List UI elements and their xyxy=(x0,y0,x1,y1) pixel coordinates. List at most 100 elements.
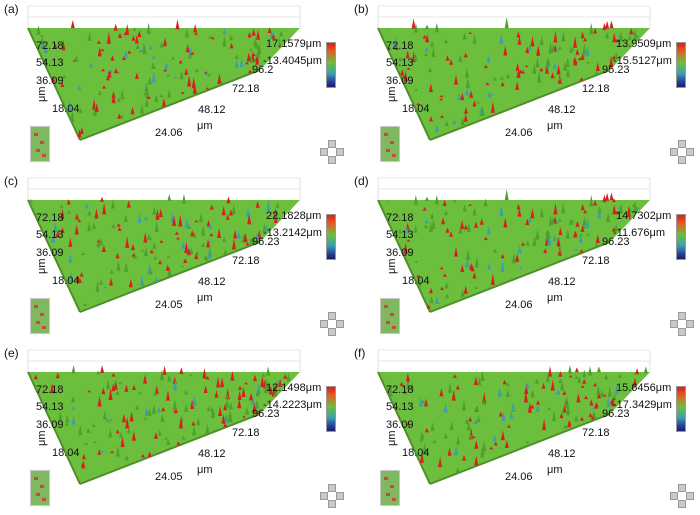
surface-texture xyxy=(157,407,162,413)
view-navigation-control[interactable] xyxy=(670,484,694,508)
peak-spike xyxy=(76,275,81,281)
surface-texture xyxy=(166,73,171,77)
surface-texture xyxy=(548,213,553,226)
surface-texture xyxy=(166,255,171,258)
surface-texture xyxy=(91,222,96,229)
surface-texture xyxy=(552,62,557,70)
view-navigation-control[interactable] xyxy=(320,140,344,164)
peak-spike xyxy=(190,51,195,55)
peak-spike xyxy=(575,48,580,55)
peak-spike xyxy=(130,243,135,251)
surface-texture xyxy=(405,378,410,390)
surface-texture xyxy=(593,415,598,419)
peak-spike xyxy=(206,220,211,227)
peak-spike xyxy=(463,106,468,114)
surface-texture xyxy=(274,208,279,220)
peak-spike xyxy=(580,31,585,39)
surface-texture xyxy=(614,383,619,395)
surface-texture xyxy=(135,44,140,50)
surface-texture xyxy=(109,419,114,422)
x-tick-label: 24.06 xyxy=(505,471,533,483)
peak-spike xyxy=(115,252,120,259)
surface-texture xyxy=(555,221,560,224)
peak-spike xyxy=(55,372,60,379)
surface-texture xyxy=(62,74,67,79)
surface-texture xyxy=(64,422,69,426)
view-navigation-control[interactable] xyxy=(320,312,344,336)
x-tick-label: 72.18 xyxy=(582,255,610,267)
peak-spike xyxy=(403,70,408,82)
surface-texture xyxy=(70,110,75,123)
peak-spike xyxy=(400,69,405,76)
panel-label: (f) xyxy=(354,346,366,360)
grid-lines xyxy=(377,5,651,28)
surface-texture xyxy=(266,366,271,376)
surface-texture xyxy=(493,248,498,253)
peak-spike xyxy=(490,273,495,285)
peak-spike xyxy=(117,113,122,119)
peak-spike xyxy=(483,236,488,241)
peak-spike xyxy=(451,389,456,401)
surface-texture xyxy=(231,203,236,215)
surface-texture xyxy=(444,292,449,299)
surface-texture xyxy=(499,75,504,80)
panel-a: (a) 72.18 54.13 36.09 18.04 μm 24.06 48.12 72.18… xyxy=(0,0,350,171)
peak-spike xyxy=(203,71,208,74)
surface-texture xyxy=(171,56,176,60)
peak-spike xyxy=(137,30,142,38)
surface-texture xyxy=(254,398,259,409)
peak-spike xyxy=(241,415,246,418)
surface-texture xyxy=(148,267,153,275)
surface-texture xyxy=(457,92,462,101)
surface-texture xyxy=(53,222,58,232)
peak-spike xyxy=(473,376,478,386)
peak-spike xyxy=(547,366,552,377)
surface-texture xyxy=(424,196,429,201)
panel-label: (d) xyxy=(354,174,369,188)
surface-texture xyxy=(120,88,125,100)
view-navigation-control[interactable] xyxy=(320,484,344,508)
surface-texture xyxy=(452,199,457,203)
peak-spike xyxy=(614,210,619,215)
surface-texture xyxy=(206,406,211,411)
surface-texture xyxy=(228,411,233,423)
surface-texture xyxy=(552,409,557,422)
view-navigation-control[interactable] xyxy=(670,312,694,336)
peak-spike xyxy=(163,37,168,47)
surface-texture xyxy=(59,204,64,209)
surface-texture xyxy=(486,226,491,235)
peak-spike xyxy=(229,42,234,49)
x-tick-label: 96.23 xyxy=(602,236,630,248)
peak-spike xyxy=(110,55,115,61)
surface-texture xyxy=(184,403,189,413)
surface-texture xyxy=(473,419,478,424)
y-axis-unit: μm xyxy=(386,258,398,274)
surface-texture xyxy=(567,365,572,374)
surface-texture xyxy=(159,41,164,48)
peak-spike xyxy=(60,208,65,220)
surface-texture xyxy=(619,31,624,42)
surface-texture xyxy=(594,71,599,75)
peak-spike xyxy=(635,368,640,375)
peak-spike xyxy=(423,398,428,407)
view-navigation-control[interactable] xyxy=(670,140,694,164)
surface-texture xyxy=(487,263,492,270)
peak-spike xyxy=(233,229,238,239)
surface-texture xyxy=(144,406,149,417)
surface-texture xyxy=(596,385,601,395)
peak-spike xyxy=(243,232,248,243)
surface-edge xyxy=(377,27,611,141)
surface-texture xyxy=(482,399,487,405)
peak-spike xyxy=(575,220,580,227)
surface-texture xyxy=(385,199,390,203)
surface-texture xyxy=(577,375,582,384)
peak-spike xyxy=(271,33,276,39)
y-tick-label: 54.13 xyxy=(36,229,64,241)
surface-texture xyxy=(138,49,143,52)
surface-texture xyxy=(560,380,565,391)
peak-spike xyxy=(573,59,578,64)
peak-spike xyxy=(267,27,272,34)
x-tick-label: 24.05 xyxy=(155,471,183,483)
surface-texture xyxy=(192,395,197,406)
peak-spike xyxy=(130,106,135,115)
